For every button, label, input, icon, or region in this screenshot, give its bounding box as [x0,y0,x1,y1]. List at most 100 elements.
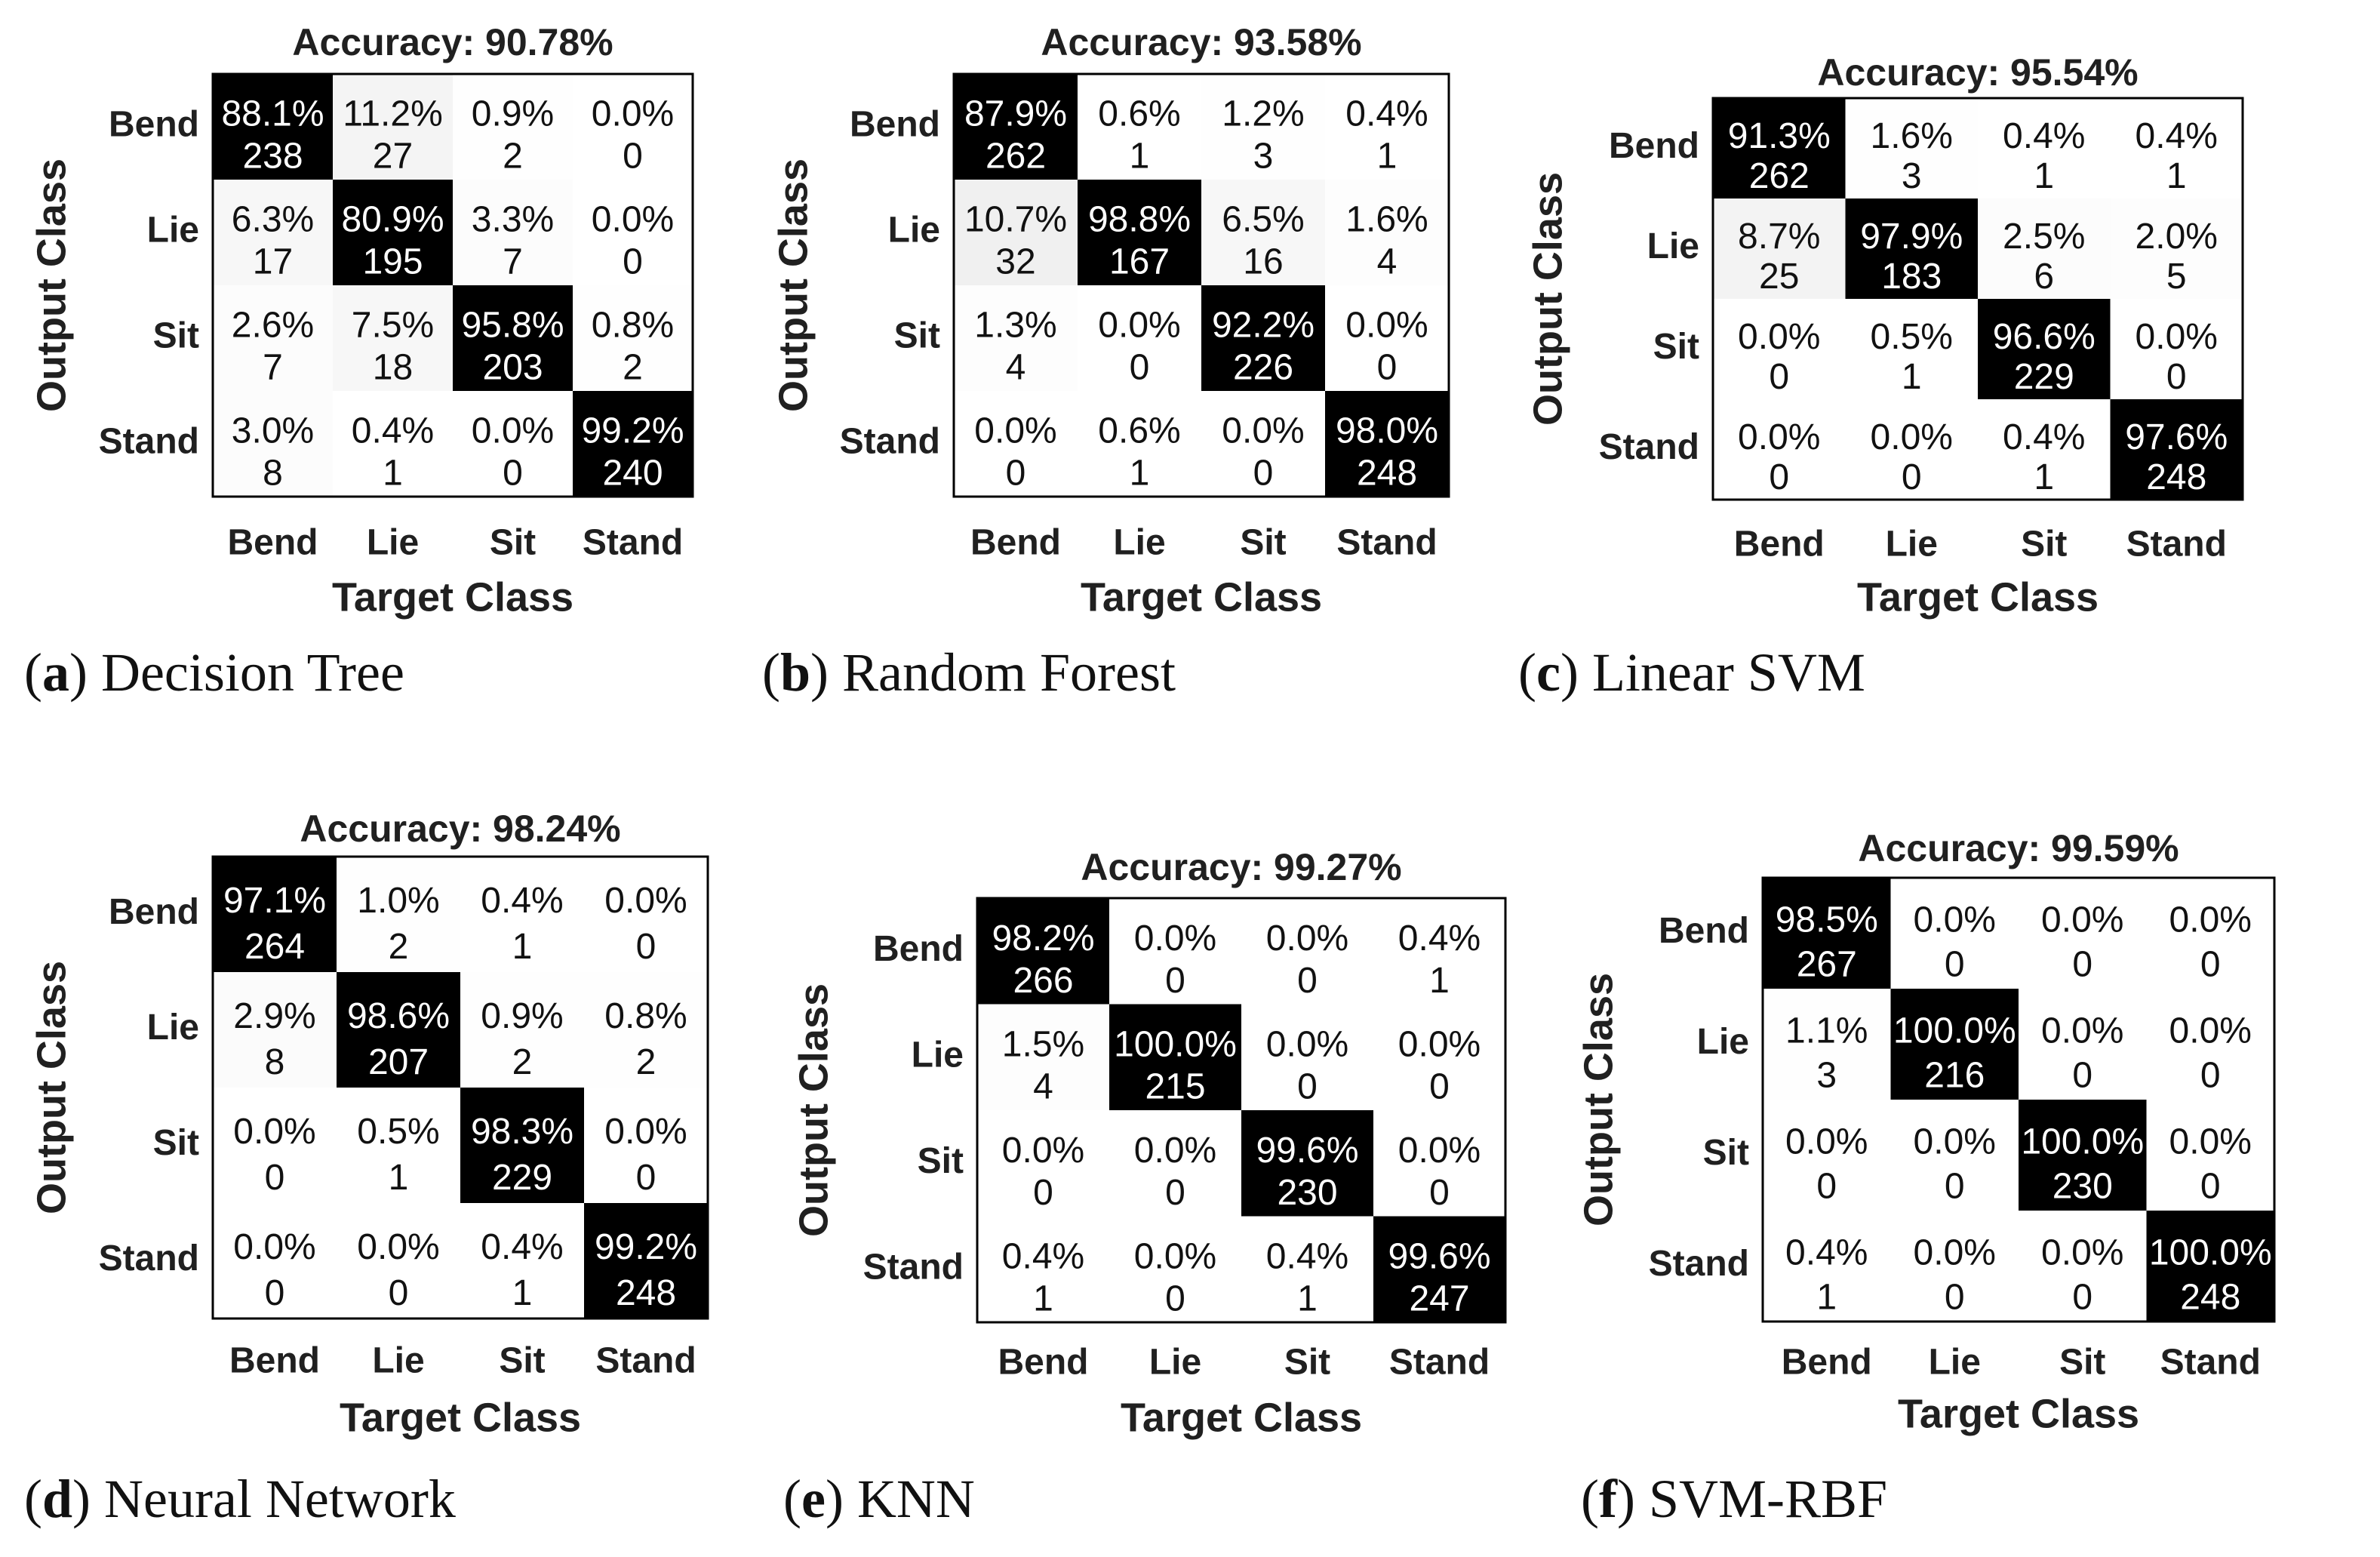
matrix-cell [977,1004,1109,1110]
cell-percent: 0.5% [357,1112,439,1152]
cell-count: 0 [2072,1277,2092,1317]
x-axis-label: Target Class [340,1395,581,1440]
cell-percent: 0.0% [2136,317,2218,357]
cell-count: 0 [1165,1173,1185,1213]
x-tick-label: Stand [583,523,683,563]
matrix-cell [954,180,1078,285]
cell-percent: 0.9% [481,996,563,1036]
matrix-cell [213,285,333,391]
cell-percent: 91.3% [1728,116,1831,156]
matrix-frame [211,72,694,498]
cell-percent: 1.2% [1222,94,1304,134]
matrix-cell [584,1203,708,1319]
matrix-cell [584,972,708,1088]
cell-count: 0 [1297,1067,1318,1107]
cell-count: 264 [244,927,305,967]
panel-caption: (d) Neural Network [24,1469,456,1529]
cell-count: 5 [2166,257,2187,297]
matrix-cell [1078,391,1201,497]
matrix-cell [1845,198,1978,299]
cell-count: 0 [2072,1055,2092,1095]
cell-percent: 0.0% [1345,306,1428,346]
x-tick-label: Lie [1149,1343,1201,1383]
panel-caption: (b) Random Forest [762,642,1176,703]
caption-letter: d [42,1469,72,1529]
matrix-frame [1761,876,2276,1323]
cell-count: 1 [389,1158,409,1198]
cell-count: 248 [2146,457,2206,497]
cell-count: 247 [1409,1279,1469,1319]
cell-count: 226 [1233,348,1293,388]
matrix-frame [1711,97,2244,501]
matrix-cell [1201,74,1325,180]
caption-paren-open: ( [783,1469,801,1529]
y-tick-label: Bend [109,892,199,932]
y-tick-label: Sit [153,1123,199,1163]
cell-count: 16 [1243,242,1283,282]
matrix-cell [333,391,453,497]
cell-percent: 0.0% [1914,1122,1996,1162]
confusion-matrix-e: Accuracy: 99.27%98.2%2660.0%00.0%00.4%11… [783,846,1507,1529]
cell-percent: 1.0% [357,881,439,921]
cell-percent: 0.6% [1098,411,1180,451]
matrix-cell [1109,1110,1241,1217]
confusion-matrix-b: Accuracy: 93.58%87.9%2620.6%11.2%30.4%11… [762,21,1450,703]
cell-count: 1 [2034,156,2054,196]
matrix-cell [1241,1004,1373,1110]
cell-count: 1 [1429,961,1450,1001]
matrix-cell [1325,180,1449,285]
cell-percent: 0.9% [472,94,554,134]
x-tick-label: Lie [367,523,419,563]
cell-percent: 0.0% [1398,1131,1481,1171]
cell-percent: 87.9% [964,94,1067,134]
caption-paren-close: ) [810,642,842,703]
cell-count: 2 [636,1042,656,1082]
matrix-cell [1845,98,1978,198]
cell-count: 17 [253,242,293,282]
matrix-cell [213,391,333,497]
cell-count: 0 [1006,454,1026,494]
cell-percent: 0.0% [1738,317,1820,357]
cell-count: 0 [636,1158,656,1198]
panel-caption: (a) Decision Tree [24,642,404,703]
matrix-cell [2110,399,2243,500]
y-tick-label: Lie [1647,226,1699,266]
matrix-cell [1373,898,1505,1005]
cell-percent: 0.0% [1914,900,1996,940]
x-axis-label: Target Class [1081,574,1322,620]
matrix-cell [2019,1100,2147,1211]
cell-percent: 0.4% [1398,919,1481,959]
cell-count: 229 [2014,357,2074,397]
matrix-cell [1713,98,1846,198]
y-tick-label: Stand [1599,427,1699,467]
matrix-cell [460,857,584,972]
matrix-cell [453,391,573,497]
matrix-cell [954,74,1078,180]
caption-name: Linear SVM [1592,642,1865,703]
confusion-matrix-d: Accuracy: 98.24% 97.1% 264 1.0% 2 0.4% 1 0.0% 0 2… [24,808,709,1529]
y-tick-label: Lie [888,211,940,251]
cell-percent: 0.0% [592,200,674,240]
cell-count: 0 [503,454,523,494]
caption-paren-close: ) [1617,1469,1649,1529]
cell-percent: 1.5% [1002,1024,1084,1064]
matrix-cell [1978,198,2111,299]
panel-caption: (c) Linear SVM [1518,642,1865,703]
cell-percent: 0.0% [1398,1024,1481,1064]
cell-percent: 0.4% [481,1227,563,1267]
cell-count: 0 [1769,457,1789,497]
cell-count: 0 [1816,1166,1837,1206]
cell-percent: 0.0% [2041,1232,2123,1272]
cell-percent: 0.0% [2041,900,2123,940]
cell-count: 248 [1357,454,1417,494]
matrix-cell [2146,989,2274,1100]
matrix-frame [211,855,709,1320]
cell-percent: 2.6% [232,306,314,346]
cell-count: 18 [373,348,413,388]
matrix-cell [333,180,453,285]
cell-percent: 0.4% [1266,1236,1348,1276]
matrix-cell [1978,399,2111,500]
matrix-cell [584,1088,708,1203]
x-tick-label: Lie [1929,1343,1981,1383]
